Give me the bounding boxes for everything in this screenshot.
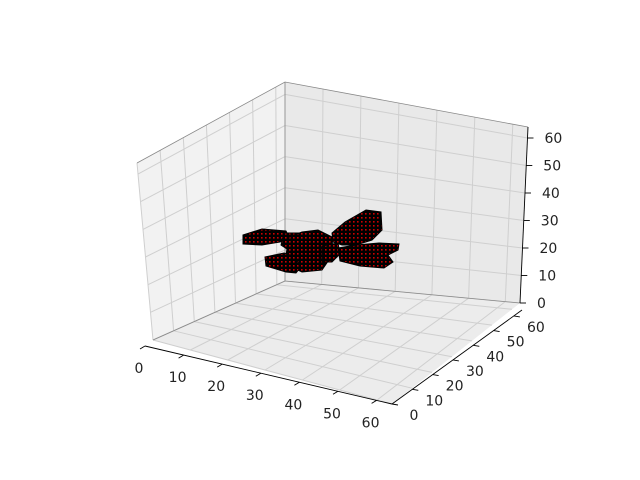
y-tick-label: 10 (425, 393, 443, 409)
x-tick (179, 355, 184, 358)
x-tick (294, 382, 299, 385)
x-tick-label: 60 (362, 415, 380, 431)
y-tick-label: 0 (410, 408, 419, 424)
y-tick-label: 50 (507, 335, 525, 351)
z-tick-label: 40 (542, 186, 560, 202)
x-tick (333, 391, 338, 394)
y-tick (494, 331, 500, 332)
y-tick-label: 60 (527, 320, 545, 336)
x-tick-label: 50 (323, 406, 341, 422)
y-tick (453, 360, 459, 361)
y-tick (473, 345, 479, 346)
x-tick-label: 0 (135, 361, 144, 377)
x-tick-label: 10 (169, 370, 187, 386)
y-tick (514, 316, 520, 317)
y-tick-label: 20 (446, 379, 464, 395)
z-tick-label: 0 (537, 296, 546, 312)
z-tick-label: 30 (541, 214, 559, 230)
x-tick-label: 20 (207, 379, 225, 395)
z-tick-label: 50 (543, 159, 561, 175)
y-tick-label: 30 (466, 364, 484, 380)
x-tick (217, 364, 222, 367)
y-tick-label: 40 (486, 349, 504, 365)
x-tick (140, 346, 145, 349)
x-tick (372, 400, 377, 403)
y-tick (392, 404, 398, 405)
z-tick-label: 60 (545, 131, 563, 147)
z-tick-label: 20 (540, 241, 558, 257)
x-tick-label: 40 (284, 397, 302, 413)
x-tick (256, 373, 261, 376)
x-tick-label: 30 (246, 388, 264, 404)
z-tick-label: 10 (538, 269, 556, 285)
y-tick (433, 375, 439, 376)
y-tick (412, 389, 418, 390)
